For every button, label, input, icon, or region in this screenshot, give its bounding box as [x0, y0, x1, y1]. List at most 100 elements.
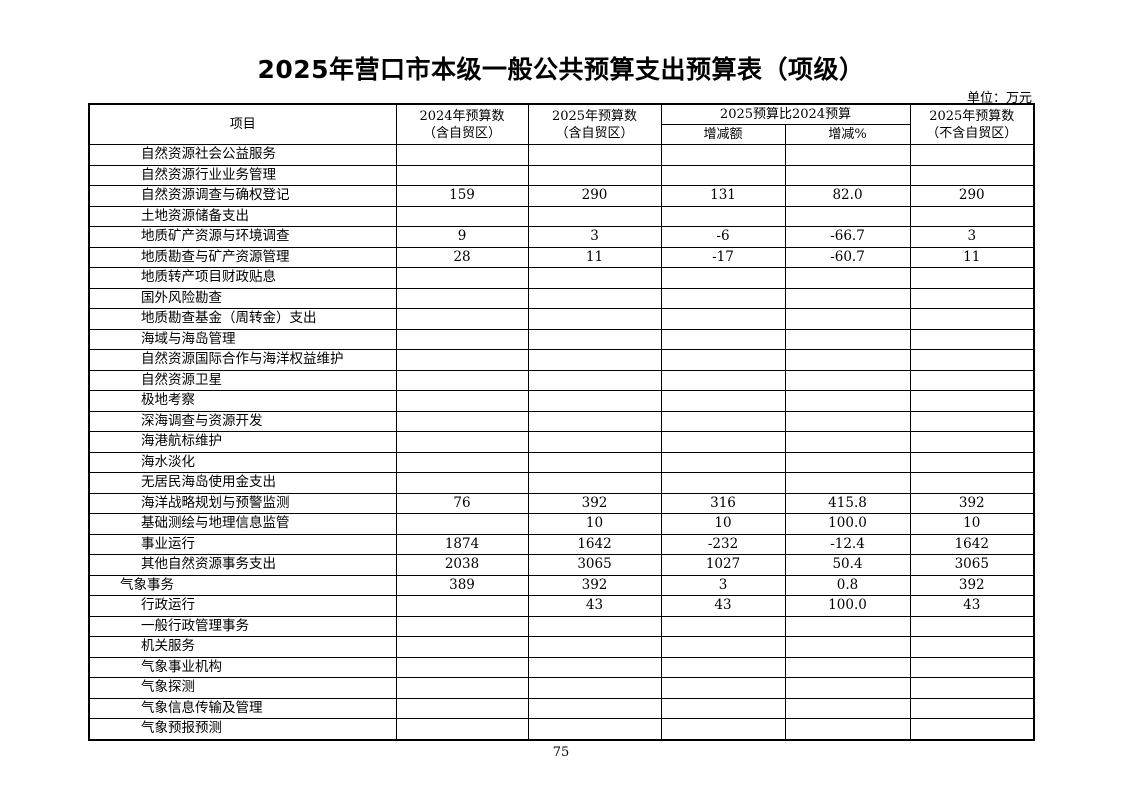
cell-2024 [395, 267, 529, 289]
cell-item: 自然资源调查与确权登记 [88, 185, 397, 207]
cell-2025-excl: 11 [909, 246, 1035, 268]
cell-2025 [527, 287, 662, 309]
cell-change-pct: 82.0 [784, 185, 911, 207]
cell-2025-excl: 392 [909, 492, 1035, 514]
cell-change-pct [784, 431, 911, 453]
cell-2024 [395, 718, 529, 740]
table-row: 地质勘查基金（周转金）支出 [88, 308, 1035, 330]
cell-change-amount [660, 431, 786, 453]
cell-2025-excl [909, 308, 1035, 330]
cell-change-pct [784, 267, 911, 289]
cell-2025-excl [909, 328, 1035, 350]
cell-2025-excl [909, 164, 1035, 186]
cell-change-pct [784, 697, 911, 719]
cell-2024 [395, 144, 529, 166]
table-row: 一般行政管理事务 [88, 615, 1035, 637]
cell-2025-excl: 43 [909, 595, 1035, 617]
cell-change-amount: -17 [660, 246, 786, 268]
table-row: 自然资源社会公益服务 [88, 144, 1035, 166]
cell-change-amount [660, 267, 786, 289]
cell-change-pct: -66.7 [784, 226, 911, 248]
table-row: 行政运行 43 43 100.0 43 [88, 595, 1035, 617]
cell-change-pct [784, 349, 911, 371]
cell-2024 [395, 369, 529, 391]
table-row: 自然资源调查与确权登记 159 290 131 82.0 290 [88, 185, 1035, 207]
cell-2025: 290 [527, 185, 662, 207]
cell-change-pct [784, 308, 911, 330]
cell-2025 [527, 267, 662, 289]
cell-item: 海港航标维护 [88, 431, 397, 453]
cell-change-amount: -232 [660, 533, 786, 555]
cell-item: 气象信息传输及管理 [88, 697, 397, 719]
cell-change-pct [784, 615, 911, 637]
cell-2025 [527, 697, 662, 719]
cell-item: 极地考察 [88, 390, 397, 412]
cell-2025-excl [909, 431, 1035, 453]
cell-change-amount [660, 636, 786, 658]
cell-item: 其他自然资源事务支出 [88, 554, 397, 576]
cell-2025-excl [909, 718, 1035, 740]
cell-item: 气象事务 [88, 574, 397, 596]
cell-change-pct [784, 410, 911, 432]
cell-change-amount [660, 472, 786, 494]
cell-2025 [527, 390, 662, 412]
cell-2024 [395, 164, 529, 186]
cell-change-pct: 50.4 [784, 554, 911, 576]
cell-2025-excl: 3 [909, 226, 1035, 248]
cell-item: 行政运行 [88, 595, 397, 617]
cell-2024: 159 [395, 185, 529, 207]
cell-item: 自然资源卫星 [88, 369, 397, 391]
cell-2024 [395, 349, 529, 371]
cell-2025-excl [909, 267, 1035, 289]
cell-2025-excl [909, 656, 1035, 678]
cell-2024 [395, 595, 529, 617]
cell-2025 [527, 677, 662, 699]
table-row: 基础测绘与地理信息监管 10 10 100.0 10 [88, 513, 1035, 535]
cell-change-amount [660, 328, 786, 350]
header-2025: 2025年预算数 （含自贸区） [527, 103, 662, 145]
cell-change-amount [660, 677, 786, 699]
cell-change-amount [660, 308, 786, 330]
cell-change-pct: 100.0 [784, 513, 911, 535]
cell-change-pct [784, 328, 911, 350]
cell-item: 地质勘查基金（周转金）支出 [88, 308, 397, 330]
cell-item: 海域与海岛管理 [88, 328, 397, 350]
cell-2025 [527, 349, 662, 371]
table-row: 气象探测 [88, 677, 1035, 699]
cell-change-amount [660, 287, 786, 309]
cell-2025 [527, 164, 662, 186]
cell-change-amount [660, 697, 786, 719]
cell-item: 国外风险勘查 [88, 287, 397, 309]
cell-2025: 392 [527, 492, 662, 514]
table-row: 气象信息传输及管理 [88, 697, 1035, 719]
table-row: 气象事务 389 392 3 0.8 392 [88, 574, 1035, 596]
cell-item: 事业运行 [88, 533, 397, 555]
cell-2025: 3065 [527, 554, 662, 576]
cell-change-pct [784, 144, 911, 166]
cell-2024 [395, 697, 529, 719]
cell-2025-excl [909, 390, 1035, 412]
cell-change-amount [660, 369, 786, 391]
cell-2025-excl: 3065 [909, 554, 1035, 576]
header-2024: 2024年预算数 （含自贸区） [395, 103, 529, 145]
cell-change-amount [660, 164, 786, 186]
cell-change-pct: 100.0 [784, 595, 911, 617]
cell-2025 [527, 308, 662, 330]
cell-2025 [527, 205, 662, 227]
table-row: 海域与海岛管理 [88, 328, 1035, 350]
table-row: 地质勘查与矿产资源管理 28 11 -17 -60.7 11 [88, 246, 1035, 268]
cell-change-amount: 3 [660, 574, 786, 596]
cell-change-amount: 131 [660, 185, 786, 207]
cell-2025 [527, 656, 662, 678]
header-compare: 2025预算比2024预算 [660, 103, 911, 125]
cell-item: 气象事业机构 [88, 656, 397, 678]
cell-change-pct [784, 677, 911, 699]
cell-2025: 3 [527, 226, 662, 248]
cell-change-amount: -6 [660, 226, 786, 248]
header-2025-excl: 2025年预算数 （不含自贸区） [909, 103, 1035, 145]
cell-2024: 2038 [395, 554, 529, 576]
page-number: 75 [552, 745, 570, 760]
table-row: 气象事业机构 [88, 656, 1035, 678]
cell-2025 [527, 451, 662, 473]
cell-change-amount: 1027 [660, 554, 786, 576]
